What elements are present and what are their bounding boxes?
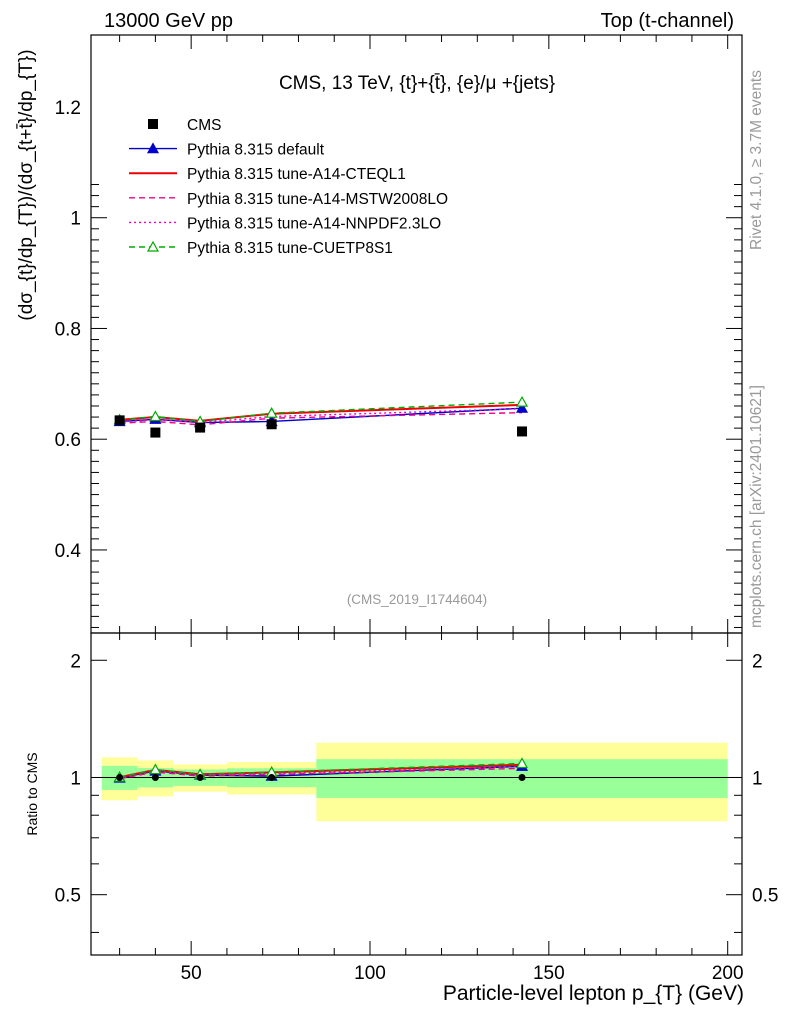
series-marker-pythia-8-315-tune-cuetp8s1: [265, 406, 278, 418]
plot-frames: [90, 34, 743, 956]
ratio-marker-pythia-8-315-tune-cuetp8s1: [149, 763, 162, 775]
series-marker-pythia-8-315-tune-cuetp8s1: [149, 410, 162, 422]
legend-marker-pythia-8-315-default: [146, 142, 160, 154]
x-axis-label: Particle-level lepton p_{T} (GeV): [443, 982, 744, 1005]
x-tick-label: 100: [354, 963, 386, 984]
axis-labels: 50 100 150 200 0.4 0.6 0.8 1 1.2 0.5 0.5 1 1 2 2: [55, 98, 779, 984]
ratio-tick-label-right: 0.5: [752, 886, 778, 907]
legend-label-pythia-8-315-tune-a14-mstw2008lo: Pythia 8.315 tune-A14-MSTW2008LO: [187, 191, 448, 208]
ratio-y-axis-label: Ratio to CMS: [24, 752, 40, 835]
data-point-cms: [266, 419, 277, 430]
y-tick-label: 1: [70, 209, 81, 230]
rivet-version-label: Rivet 4.1.0, ≥ 3.7M events: [748, 70, 765, 250]
ratio-tick-label-left: 1: [70, 768, 81, 789]
ratio-tick-label-right: 1: [752, 768, 763, 789]
data-point-cms: [517, 426, 528, 437]
ratio-tick-label-left: 0.5: [55, 886, 81, 907]
ratio-plot-frame: [90, 632, 743, 956]
legend-label-pythia-8-315-tune-cuetp8s1: Pythia 8.315 tune-CUETP8S1: [187, 240, 393, 257]
y-tick-label: 0.4: [55, 541, 82, 562]
legend-label-pythia-8-315-tune-a14-nnpdf2-3lo: Pythia 8.315 tune-A14-NNPDF2.3LO: [187, 215, 441, 232]
ratio-data-point-cms: [518, 773, 526, 781]
ratio-data-point-cms: [151, 773, 159, 781]
x-tick-label: 200: [712, 963, 744, 984]
data-point-cms: [114, 415, 125, 426]
legend-label-pythia-8-315-tune-a14-cteql1: Pythia 8.315 tune-A14-CTEQL1: [187, 166, 406, 183]
ratio-uncertainty-bands: [91, 742, 742, 822]
x-tick-label: 50: [181, 963, 202, 984]
legend-marker-pythia-8-315-tune-cuetp8s1: [146, 240, 160, 252]
data-point-cms: [150, 427, 161, 438]
legend: CMS Pythia 8.315 default Pythia 8.315 tune…: [129, 117, 448, 257]
ratio-tick-label-right: 2: [752, 651, 763, 672]
y-tick-label: 0.6: [55, 430, 81, 451]
y-axis-label: (dσ_{t}/dp_{T})/(dσ_{t+t̄}/dp_{T}): [16, 49, 37, 320]
x-tick-label: 150: [533, 963, 565, 984]
ratio-data-point-cms: [268, 773, 276, 781]
ratio-tick-label-left: 2: [70, 651, 81, 672]
ratio-data-point-cms: [196, 773, 204, 781]
data-point-cms: [195, 422, 206, 433]
legend-marker-cms: [148, 119, 158, 129]
y-tick-label: 0.8: [55, 319, 81, 340]
series-marker-pythia-8-315-tune-cuetp8s1: [515, 395, 529, 407]
legend-label-pythia-8-315-default: Pythia 8.315 default: [187, 142, 325, 159]
data-points: [113, 395, 529, 783]
series-marker-pythia-8-315-default: [515, 401, 529, 413]
header-left-label: 13000 GeV pp: [104, 10, 233, 32]
header-right-label: Top (t-channel): [601, 10, 734, 32]
analysis-id-label: (CMS_2019_I1744604): [347, 592, 487, 607]
y-tick-label: 1.2: [55, 98, 81, 119]
mcplots-label: mcplots.cern.ch [arXiv:2401.10621]: [748, 385, 765, 628]
ratio-data-point-cms: [116, 773, 124, 781]
legend-label-cms: CMS: [187, 117, 221, 134]
axis-ticks: [91, 35, 742, 955]
series-lines: [119, 401, 523, 780]
plot-title: CMS, 13 TeV, {t}+{t̄}, {e}/μ +{jets}: [279, 73, 555, 94]
ratio-marker-pythia-8-315-tune-cuetp8s1: [515, 757, 529, 769]
